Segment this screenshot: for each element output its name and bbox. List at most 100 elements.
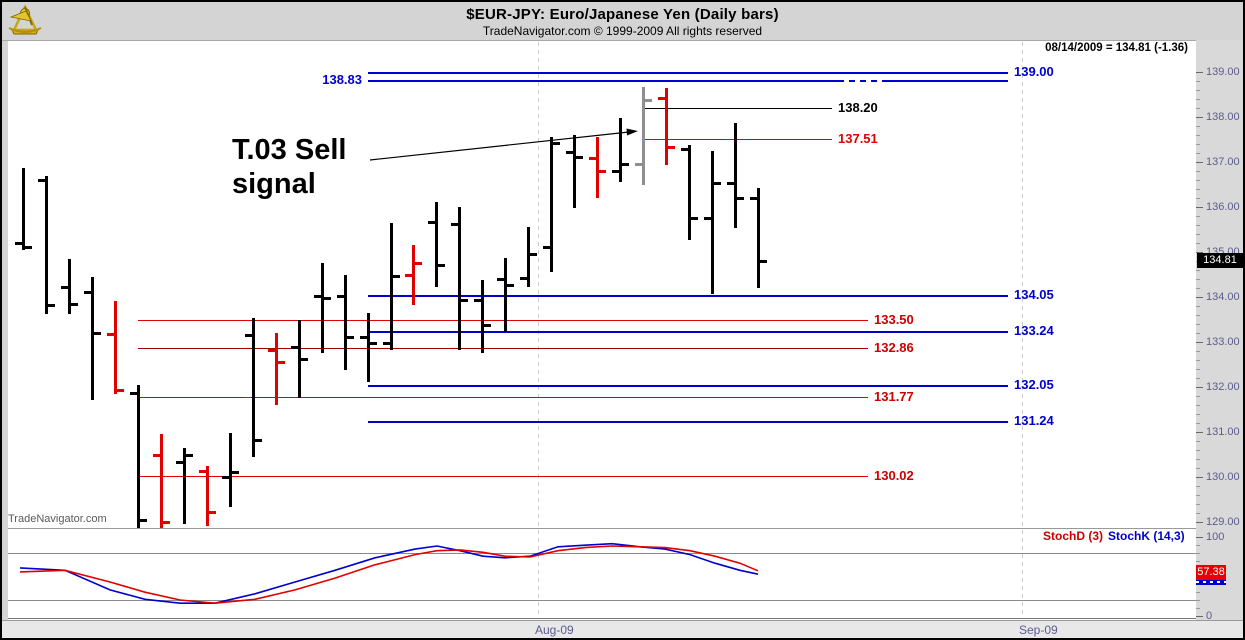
open-tick (405, 274, 413, 277)
price-bar (45, 176, 48, 314)
level-label: 130.02 (874, 468, 914, 484)
close-tick (621, 163, 629, 166)
open-tick (589, 157, 597, 160)
price-axis-label: 129.00 (1206, 516, 1240, 528)
stoch-panel-bottom-border (8, 618, 1196, 619)
axis-major-tick (1196, 297, 1203, 298)
axis-minor-tick (1196, 324, 1200, 325)
close-tick (369, 342, 377, 345)
axis-minor-tick (1196, 315, 1200, 316)
stoch-axis-minor-tick (1196, 608, 1200, 609)
axis-minor-tick (1196, 486, 1200, 487)
axis-minor-tick (1196, 378, 1200, 379)
stoch-axis-minor-tick (1196, 545, 1200, 546)
level-line (368, 421, 1008, 424)
open-tick (543, 246, 551, 249)
left-margin (2, 40, 8, 620)
stoch-axis-minor-tick (1196, 600, 1200, 601)
open-tick (61, 286, 69, 289)
open-tick (428, 221, 436, 224)
axis-minor-tick (1196, 126, 1200, 127)
level-label: 131.77 (874, 389, 914, 405)
sell-signal-line1: T.03 Sell (232, 134, 347, 166)
open-tick (612, 170, 620, 173)
close-tick (93, 332, 101, 335)
axis-minor-tick (1196, 351, 1200, 352)
chart-title: $EUR-JPY: Euro/Japanese Yen (Daily bars) (466, 6, 779, 23)
close-tick (529, 253, 537, 256)
close-tick (575, 156, 583, 159)
price-bar (550, 137, 553, 272)
open-tick (658, 97, 666, 100)
axis-minor-tick (1196, 180, 1200, 181)
open-tick (107, 333, 115, 336)
month-gridline (1022, 42, 1023, 618)
axis-minor-tick (1196, 144, 1200, 145)
level-line (368, 384, 1008, 387)
stochd-legend-label[interactable]: StochD (3) (1043, 529, 1103, 543)
stoch-axis-tick (1196, 616, 1203, 617)
close-tick (47, 304, 55, 307)
axis-minor-tick (1196, 198, 1200, 199)
axis-minor-tick (1196, 153, 1200, 154)
close-tick (483, 324, 491, 327)
stoch-axis-minor-tick (1196, 553, 1200, 554)
level-label: 133.50 (874, 311, 914, 327)
price-bar (137, 385, 140, 528)
close-tick (506, 284, 514, 287)
level-line (368, 72, 1008, 74)
axis-major-tick (1196, 432, 1203, 433)
price-bar (91, 277, 94, 400)
price-axis-label: 131.00 (1206, 426, 1240, 438)
level-line (643, 139, 832, 141)
level-line (138, 348, 868, 350)
axis-major-tick (1196, 387, 1203, 388)
open-tick (635, 163, 643, 166)
price-bar (481, 280, 484, 353)
level-label: 131.24 (1014, 413, 1054, 429)
axis-minor-tick (1196, 108, 1200, 109)
close-tick (139, 519, 147, 522)
axis-minor-tick (1196, 90, 1200, 91)
price-bar (298, 320, 301, 398)
price-axis-label: 138.00 (1206, 111, 1240, 123)
axis-minor-tick (1196, 99, 1200, 100)
sell-signal-annotation: T.03 Sell signal (232, 133, 346, 201)
price-bar (665, 88, 668, 165)
level-label: 138.20 (838, 100, 878, 115)
open-tick (15, 242, 23, 245)
open-tick (383, 342, 391, 345)
price-bar (68, 259, 71, 314)
level-label: 139.00 (1014, 64, 1054, 79)
price-bar (412, 245, 415, 305)
price-bar (160, 434, 163, 528)
axis-major-tick (1196, 72, 1203, 73)
open-tick (222, 476, 230, 479)
open-tick (38, 179, 46, 182)
axis-minor-tick (1196, 405, 1200, 406)
open-tick (704, 217, 712, 220)
price-bar (458, 207, 461, 350)
level-label: 134.05 (1014, 286, 1054, 302)
price-axis-label: 139.00 (1206, 66, 1240, 78)
stoch-axis-label: 100 (1206, 531, 1225, 543)
axis-minor-tick (1196, 459, 1200, 460)
close-tick (644, 99, 652, 102)
month-gridline (538, 42, 539, 618)
chart-header: $EUR-JPY: Euro/Japanese Yen (Daily bars)… (2, 2, 1243, 41)
close-tick (185, 454, 193, 457)
open-tick (291, 346, 299, 349)
level-line (138, 476, 868, 478)
price-bar (757, 188, 760, 288)
axis-minor-tick (1196, 216, 1200, 217)
open-tick (520, 277, 528, 280)
open-tick (130, 392, 138, 395)
stochk-legend-label[interactable]: StochK (14,3) (1108, 529, 1185, 543)
axis-minor-tick (1196, 288, 1200, 289)
stoch-k-value-badge (1196, 580, 1226, 585)
price-bar (711, 151, 714, 294)
sextant-logo-icon (8, 4, 42, 35)
price-bar (435, 202, 438, 287)
level-label: 133.24 (1014, 323, 1054, 339)
axis-minor-tick (1196, 414, 1200, 415)
